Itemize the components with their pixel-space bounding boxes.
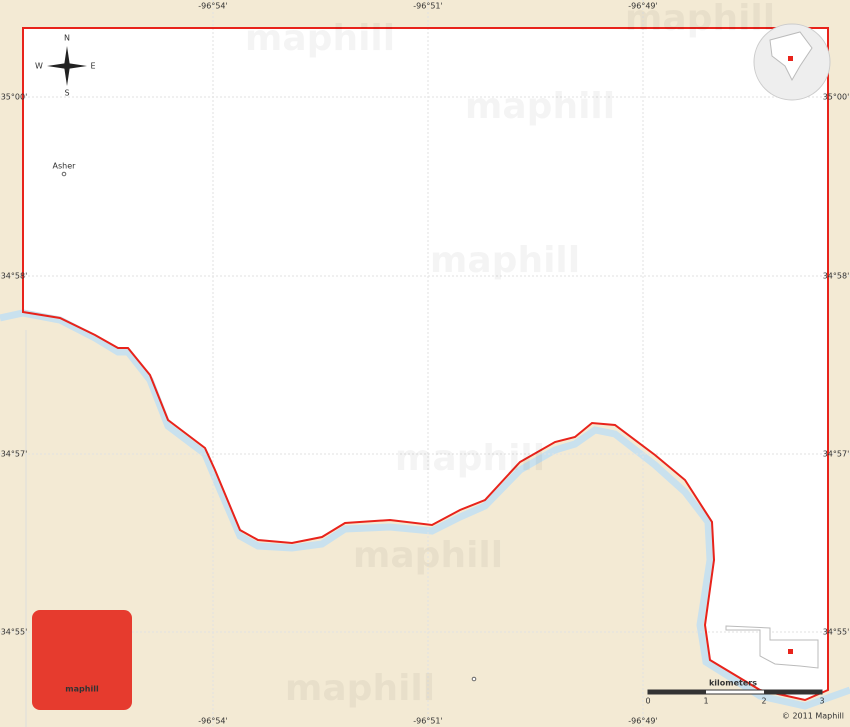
latitude-label: 34°58' [1, 272, 28, 281]
latitude-label: 35°00' [1, 93, 28, 102]
compass-label: S [64, 89, 69, 98]
longitude-label: -96°54' [198, 717, 227, 726]
scale-bar-segment [764, 690, 822, 694]
compass-label: E [90, 62, 95, 71]
latitude-label: 34°55' [823, 628, 850, 637]
latitude-label: 34°57' [823, 450, 850, 459]
place-marker [471, 676, 477, 682]
latitude-label: 34°55' [1, 628, 28, 637]
scale-tick-label: 0 [645, 697, 650, 706]
longitude-label: -96°49' [628, 2, 657, 11]
state-inset [725, 625, 819, 669]
watermark: maphill [465, 86, 615, 127]
state-location [788, 649, 793, 654]
compass-rose [47, 46, 87, 86]
watermark: maphill [353, 535, 503, 576]
latitude-label: 35°00' [823, 93, 850, 102]
place-label: Asher [53, 162, 77, 171]
logo[interactable] [32, 610, 132, 710]
logo-text: maphill [65, 685, 99, 694]
globe-location [788, 56, 793, 61]
compass-label: N [64, 34, 70, 43]
watermark: maphill [285, 668, 435, 709]
river [0, 309, 850, 710]
scale-title: kilometers [709, 679, 757, 688]
watermark: maphill [245, 18, 395, 59]
latitude-label: 34°57' [1, 450, 28, 459]
compass-label: W [35, 62, 43, 71]
scale-tick-label: 3 [819, 697, 824, 706]
watermark: maphill [430, 240, 580, 281]
longitude-label: -96°49' [628, 717, 657, 726]
latitude-label: 34°58' [823, 272, 850, 281]
longitude-label: -96°51' [413, 2, 442, 11]
scale-bar-segment [648, 690, 706, 694]
longitude-label: -96°51' [413, 717, 442, 726]
longitude-label: -96°54' [198, 2, 227, 11]
copyright: © 2011 Maphill [782, 712, 844, 721]
county-border [22, 27, 829, 702]
watermark: maphill [395, 438, 545, 479]
scale-tick-label: 2 [761, 697, 766, 706]
county-area [23, 28, 828, 700]
watermark: maphill [625, 0, 775, 39]
scale-tick-label: 1 [703, 697, 708, 706]
place-marker [61, 171, 67, 177]
